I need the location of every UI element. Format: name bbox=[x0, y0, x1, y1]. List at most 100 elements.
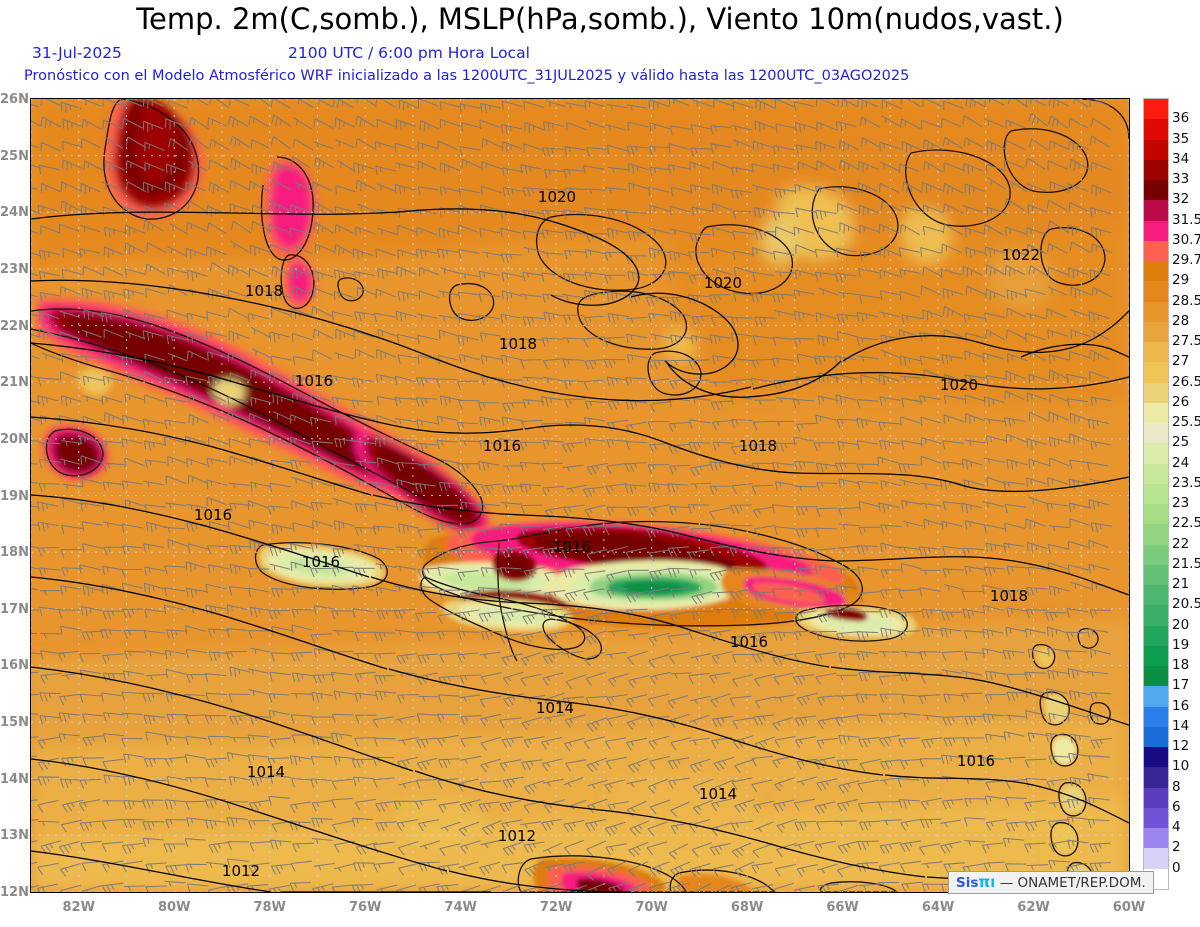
wind-barb bbox=[121, 523, 143, 533]
colorbar-tick-label: 27 bbox=[1172, 353, 1190, 370]
isobar-label: 1014 bbox=[699, 785, 737, 803]
wind-barb bbox=[606, 714, 628, 727]
wind-barb bbox=[248, 819, 270, 830]
wind-barb bbox=[1047, 243, 1068, 254]
wind-barb bbox=[668, 443, 690, 455]
colorbar-tick-label: 20 bbox=[1172, 616, 1190, 633]
longitude-tick: 72W bbox=[539, 900, 573, 915]
wind-barb bbox=[942, 137, 963, 150]
wind-barb bbox=[436, 549, 459, 561]
wind-barb bbox=[376, 119, 397, 129]
wind-barb bbox=[373, 675, 396, 685]
wind-barb bbox=[878, 374, 900, 386]
wind-barb bbox=[353, 162, 374, 174]
wind-barb bbox=[1065, 862, 1088, 875]
wind-barb bbox=[606, 462, 628, 475]
colorbar-tick-label: 22.5 bbox=[1172, 515, 1200, 532]
wind-barb bbox=[459, 674, 482, 685]
wind-barb bbox=[562, 337, 584, 344]
wind-barb bbox=[498, 438, 521, 448]
colorbar-tick-labels: 36 35 34 33 32 31.5 30.7 29.7 29 28.5 28 27.5 27 26.5… bbox=[1172, 98, 1200, 890]
wind-barb bbox=[144, 353, 166, 364]
wind-barb bbox=[121, 356, 143, 367]
wind-barb bbox=[103, 290, 125, 301]
wind-barb bbox=[645, 296, 668, 306]
wind-barb bbox=[1047, 562, 1069, 572]
wind-barb bbox=[186, 269, 208, 281]
wind-barb bbox=[209, 261, 231, 274]
wind-barb bbox=[521, 631, 543, 644]
wind-barb bbox=[774, 863, 796, 877]
wind-barb bbox=[81, 630, 103, 641]
wind-barb bbox=[79, 693, 102, 704]
wind-barb bbox=[836, 631, 858, 642]
wind-barb bbox=[667, 633, 690, 645]
wind-barb bbox=[479, 546, 501, 553]
wind-barb bbox=[523, 246, 545, 254]
temperature-colorbar[interactable] bbox=[1143, 98, 1169, 890]
wind-barb bbox=[650, 227, 671, 235]
wind-barb bbox=[796, 863, 818, 877]
wind-barb bbox=[416, 757, 438, 771]
wind-barb bbox=[1048, 755, 1070, 765]
wind-barb bbox=[290, 156, 311, 169]
wind-barb bbox=[479, 439, 501, 450]
wind-barb bbox=[165, 668, 187, 679]
wind-barb bbox=[731, 820, 753, 832]
colorbar-tick-label: 6 bbox=[1172, 798, 1181, 815]
wind-barb bbox=[166, 163, 187, 175]
wind-barb bbox=[897, 778, 920, 788]
wind-barb bbox=[121, 737, 143, 748]
wind-barb bbox=[355, 460, 377, 467]
wind-barb bbox=[964, 520, 986, 530]
wind-barb bbox=[879, 693, 902, 703]
wind-barb bbox=[480, 713, 502, 727]
wind-barb bbox=[502, 883, 523, 892]
wind-barb bbox=[438, 227, 460, 239]
wind-barb bbox=[102, 266, 124, 276]
wind-barb bbox=[60, 181, 82, 191]
wind-barb bbox=[38, 164, 60, 175]
wind-barb bbox=[268, 884, 290, 892]
wind-barb bbox=[335, 185, 356, 195]
colorbar-segment bbox=[1144, 726, 1168, 747]
wind-barb bbox=[31, 632, 38, 635]
map-plot-area[interactable]: 1020 1020 1022 1020 1018 1018 1018 1018 1016 1016… bbox=[30, 98, 1130, 893]
wind-barb bbox=[398, 737, 419, 745]
wind-barb bbox=[691, 315, 714, 326]
wind-barb bbox=[163, 843, 185, 853]
wind-barb bbox=[290, 436, 311, 447]
wind-barb bbox=[667, 271, 690, 281]
wind-barb bbox=[1090, 522, 1112, 533]
wind-barb bbox=[31, 523, 40, 526]
wind-barb bbox=[585, 188, 607, 195]
wind-barb bbox=[794, 715, 817, 727]
wind-barb bbox=[414, 482, 437, 493]
wind-barb bbox=[648, 378, 670, 386]
wind-barb bbox=[417, 99, 439, 108]
wind-barb bbox=[39, 632, 61, 639]
wind-barb bbox=[751, 462, 774, 472]
wind-barb bbox=[356, 286, 378, 297]
wind-barb bbox=[144, 758, 166, 768]
wind-barb bbox=[39, 692, 61, 702]
wind-barb bbox=[101, 653, 124, 664]
wind-barb bbox=[1005, 433, 1027, 444]
wind-barb bbox=[37, 501, 59, 512]
wind-barb bbox=[185, 561, 207, 573]
colorbar-segment bbox=[1144, 848, 1168, 869]
wind-barb bbox=[1026, 864, 1048, 871]
wind-barb bbox=[310, 501, 333, 512]
wind-barb bbox=[1025, 157, 1046, 170]
wind-barb bbox=[878, 651, 900, 657]
wind-barb bbox=[376, 268, 399, 279]
wind-barb bbox=[143, 714, 165, 725]
wind-barb bbox=[414, 798, 437, 810]
wind-barb bbox=[522, 230, 544, 240]
wind-barb bbox=[670, 228, 691, 235]
wind-barb bbox=[82, 99, 102, 107]
wind-barb bbox=[793, 840, 815, 850]
wind-barb bbox=[38, 249, 61, 261]
wind-barb bbox=[249, 539, 271, 551]
wind-barb bbox=[247, 312, 269, 323]
